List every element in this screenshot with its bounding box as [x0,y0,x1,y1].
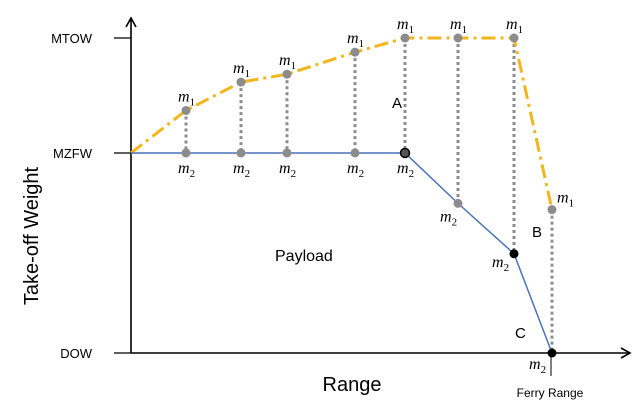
upper-boundary-line [130,36,554,210]
m2-label: m2 [233,160,250,180]
m1-label: m1 [347,30,364,50]
m2-marker [399,147,411,159]
m1-marker [453,33,463,43]
x-axis-title: Range [323,374,382,396]
point-label-a: A [392,95,402,112]
m1-label: m1 [178,88,195,108]
m2-marker [509,249,519,259]
m1-label: m1 [279,52,296,72]
y-tick-dow: DOW [60,346,93,361]
m2-marker [181,148,191,158]
m1-label: m1 [397,16,414,36]
m2-label: m2 [492,254,509,274]
y-tick-mtow: MTOW [51,31,93,46]
payload-label: Payload [275,248,333,265]
sample-markers [181,33,557,358]
m1-marker [181,105,191,115]
m2-label: m2 [347,160,364,180]
mass-labels: m1 m1 m1 m1 m1 m1 m1 m1 m2 m2 m2 m2 m2 m2 m2 m2 [178,16,574,376]
m1-label: m1 [450,16,467,36]
y-axis-title: Take-off Weight [21,166,43,305]
m2-marker [350,148,360,158]
lower-boundary-line [131,152,553,354]
m1-label: m1 [233,60,250,80]
m2-marker [453,198,463,208]
ferry-range-label: Ferry Range [517,386,584,400]
m2-marker [282,148,292,158]
y-tick-mzfw: MZFW [53,146,93,161]
m1-marker [350,47,360,57]
m1-marker [236,77,246,87]
y-ticks: MTOW MZFW DOW [51,31,131,361]
m2-label: m2 [397,160,414,180]
dotted-connectors [184,38,554,376]
m2-marker [236,148,246,158]
m1-label: m1 [557,190,574,210]
m2-label: m2 [529,356,546,376]
point-label-b: B [532,224,542,241]
m2-label: m2 [279,160,296,180]
m1-marker [547,205,557,215]
m2-marker [547,348,557,358]
m1-label: m1 [506,16,523,36]
m1-marker [400,33,410,43]
point-label-c: C [515,325,526,342]
m2-label: m2 [178,160,195,180]
m1-marker [282,69,292,79]
m2-label: m2 [440,208,457,228]
m1-marker [509,33,519,43]
